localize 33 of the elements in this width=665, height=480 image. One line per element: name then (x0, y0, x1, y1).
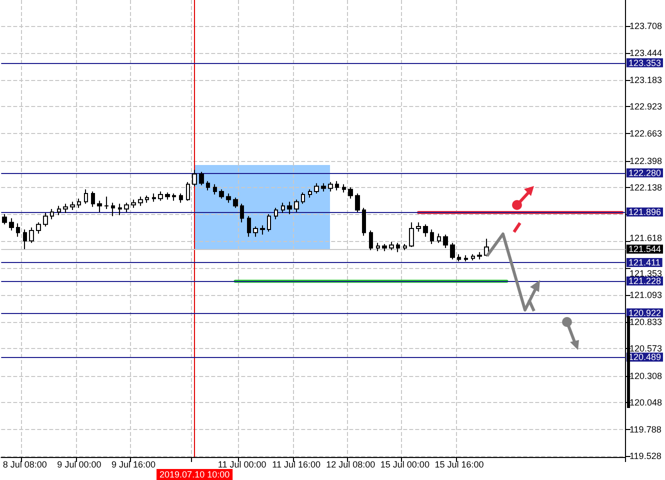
ref-line-label: 120.922 (628, 308, 662, 318)
y-tick-label: 120.048 (629, 398, 662, 408)
y-tick-label: 120.833 (629, 316, 662, 327)
y-tick-label: 120.308 (629, 370, 662, 381)
x-tick-label: 2019.07.10 10:00 (160, 470, 230, 480)
y-tick-label: 122.923 (629, 102, 662, 112)
y-tick-label: 123.444 (629, 48, 662, 58)
x-tick-label: 9 Jul 16:00 (111, 460, 156, 470)
x-tick-label: 8 Jul 08:00 (2, 460, 47, 470)
x-tick-label: 15 Jul 16:00 (434, 460, 484, 470)
ref-line-label: 121.228 (628, 276, 662, 286)
x-tick-label: 11 Jul 16:00 (272, 460, 321, 470)
y-tick-label: 123.708 (629, 20, 662, 31)
y-tick-label: 121.353 (629, 268, 662, 278)
x-tick-label: 15 Jul 00:00 (380, 460, 430, 470)
y-tick-label: 119.788 (629, 424, 662, 434)
ref-line-label: 121.544 (628, 244, 662, 254)
y-tick-label: 121.093 (629, 290, 662, 300)
ref-line-label: 121.411 (628, 257, 660, 268)
y-tick-label: 122.138 (629, 182, 662, 193)
y-tick-label: 120.573 (629, 344, 662, 354)
x-tick-label: 12 Jul 08:00 (326, 460, 376, 470)
x-tick-label: 11 Jul 00:00 (218, 460, 266, 470)
y-tick-label: 123.183 (629, 74, 662, 85)
ref-line-label: 123.353 (628, 58, 662, 68)
y-tick-label: 122.663 (629, 128, 662, 138)
y-tick-label: 122.398 (629, 156, 662, 166)
y-tick-label: 119.528 (629, 451, 662, 462)
y-tick-label: 121.618 (629, 233, 662, 244)
x-tick-label: 9 Jul 00:00 (57, 460, 102, 470)
ref-line-label: 122.280 (628, 168, 662, 178)
ref-line-label: 121.896 (628, 207, 662, 218)
ref-line-label: 120.489 (628, 352, 662, 362)
